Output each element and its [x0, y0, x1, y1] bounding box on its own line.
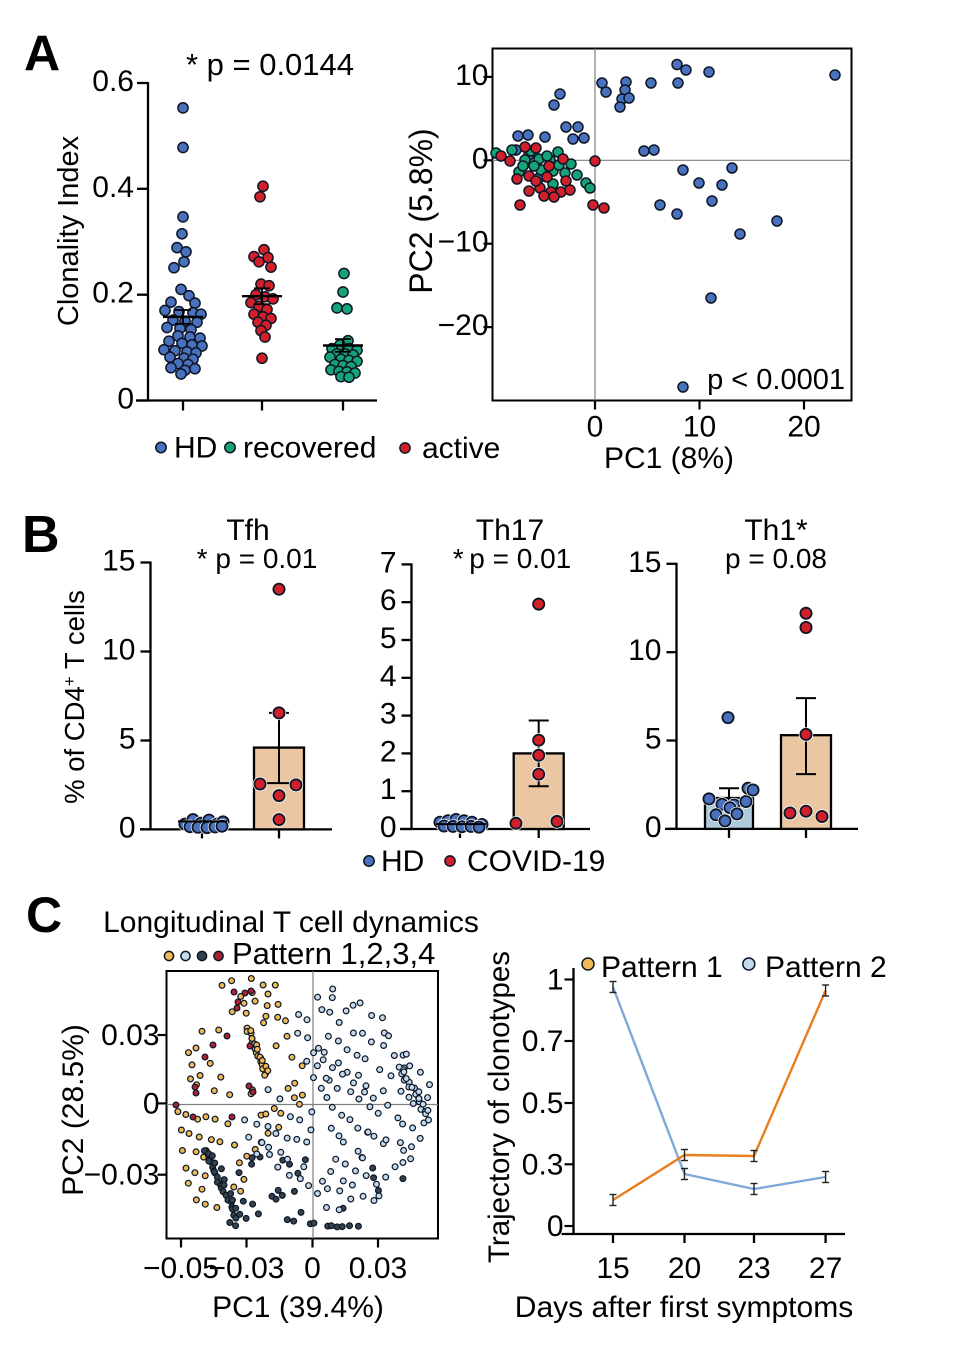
- svg-text:0.4: 0.4: [92, 171, 134, 204]
- svg-text:−20: −20: [438, 309, 489, 342]
- svg-text:−0.03: −0.03: [84, 1159, 160, 1192]
- svg-text:Th17: Th17: [476, 514, 544, 547]
- svg-text:PC2 (5.8%): PC2 (5.8%): [403, 128, 439, 293]
- svg-text:15: 15: [596, 1252, 629, 1285]
- svg-text:0: 0: [117, 383, 134, 416]
- svg-text:15: 15: [102, 545, 135, 578]
- svg-text:0: 0: [119, 811, 136, 844]
- svg-text:Longitudinal T cell dynamics: Longitudinal T cell dynamics: [103, 906, 479, 939]
- svg-text:0.03: 0.03: [101, 1019, 159, 1052]
- svg-text:10: 10: [628, 634, 661, 667]
- svg-text:* p = 0.0144: * p = 0.0144: [186, 47, 354, 82]
- svg-text:1: 1: [380, 773, 397, 806]
- svg-text:B: B: [22, 506, 60, 564]
- svg-text:HD: HD: [174, 432, 217, 465]
- svg-text:−10: −10: [438, 226, 489, 259]
- svg-text:0: 0: [472, 142, 489, 175]
- svg-text:1: 1: [547, 964, 564, 997]
- svg-text:Tfh: Tfh: [226, 514, 269, 547]
- svg-text:20: 20: [787, 411, 820, 444]
- svg-text:Th1*: Th1*: [744, 514, 808, 547]
- svg-text:0.03: 0.03: [349, 1252, 407, 1285]
- svg-text:2: 2: [380, 735, 397, 768]
- svg-text:0.5: 0.5: [522, 1087, 564, 1120]
- svg-text:Pattern 2: Pattern 2: [765, 951, 887, 984]
- svg-text:−0.03: −0.03: [209, 1252, 285, 1285]
- svg-text:10: 10: [455, 59, 488, 92]
- svg-text:0: 0: [304, 1252, 321, 1285]
- svg-text:0.7: 0.7: [522, 1025, 564, 1058]
- svg-text:A: A: [24, 26, 60, 82]
- svg-text:COVID-19: COVID-19: [467, 845, 605, 878]
- svg-text:C: C: [26, 887, 62, 943]
- svg-text:5: 5: [380, 622, 397, 655]
- svg-text:0: 0: [547, 1210, 564, 1243]
- svg-text:Trajectory of clonotypes: Trajectory of clonotypes: [483, 951, 516, 1263]
- svg-text:0: 0: [380, 811, 397, 844]
- svg-text:0: 0: [645, 811, 662, 844]
- svg-text:Clonality Index: Clonality Index: [53, 135, 85, 326]
- svg-text:p < 0.0001: p < 0.0001: [707, 364, 845, 396]
- svg-text:0.3: 0.3: [522, 1148, 564, 1181]
- svg-text:Days after first symptoms: Days after first symptoms: [515, 1291, 853, 1324]
- svg-text:p = 0.08: p = 0.08: [725, 543, 827, 574]
- svg-text:0: 0: [587, 411, 604, 444]
- svg-text:23: 23: [737, 1252, 770, 1285]
- svg-text:5: 5: [645, 723, 662, 756]
- svg-text:27: 27: [809, 1252, 842, 1285]
- svg-text:10: 10: [102, 634, 135, 667]
- svg-text:0: 0: [143, 1087, 160, 1120]
- svg-text:20: 20: [668, 1252, 701, 1285]
- svg-text:PC2 (28.5%): PC2 (28.5%): [57, 1024, 90, 1196]
- svg-text:* p = 0.01: * p = 0.01: [197, 543, 318, 574]
- svg-text:Pattern 1: Pattern 1: [601, 951, 723, 984]
- svg-text:4: 4: [380, 660, 397, 693]
- svg-text:−0.05: −0.05: [143, 1252, 219, 1285]
- svg-text:10: 10: [683, 411, 716, 444]
- svg-text:6: 6: [380, 584, 397, 617]
- svg-text:0.6: 0.6: [92, 65, 134, 98]
- svg-text:5: 5: [119, 722, 136, 755]
- svg-text:* p = 0.01: * p = 0.01: [453, 543, 571, 574]
- svg-text:3: 3: [380, 698, 397, 731]
- svg-text:0.2: 0.2: [92, 277, 134, 310]
- svg-text:PC1 (39.4%): PC1 (39.4%): [212, 1291, 384, 1324]
- svg-text:7: 7: [380, 546, 397, 579]
- svg-text:PC1 (8%): PC1 (8%): [604, 442, 734, 475]
- svg-text:recovered: recovered: [243, 432, 376, 465]
- svg-text:active: active: [422, 432, 500, 465]
- svg-text:15: 15: [628, 546, 661, 579]
- svg-text:% of CD4+ T cells: % of CD4+ T cells: [59, 590, 90, 804]
- svg-text:HD: HD: [381, 845, 424, 878]
- svg-text:Pattern 1,2,3,4: Pattern 1,2,3,4: [232, 936, 435, 971]
